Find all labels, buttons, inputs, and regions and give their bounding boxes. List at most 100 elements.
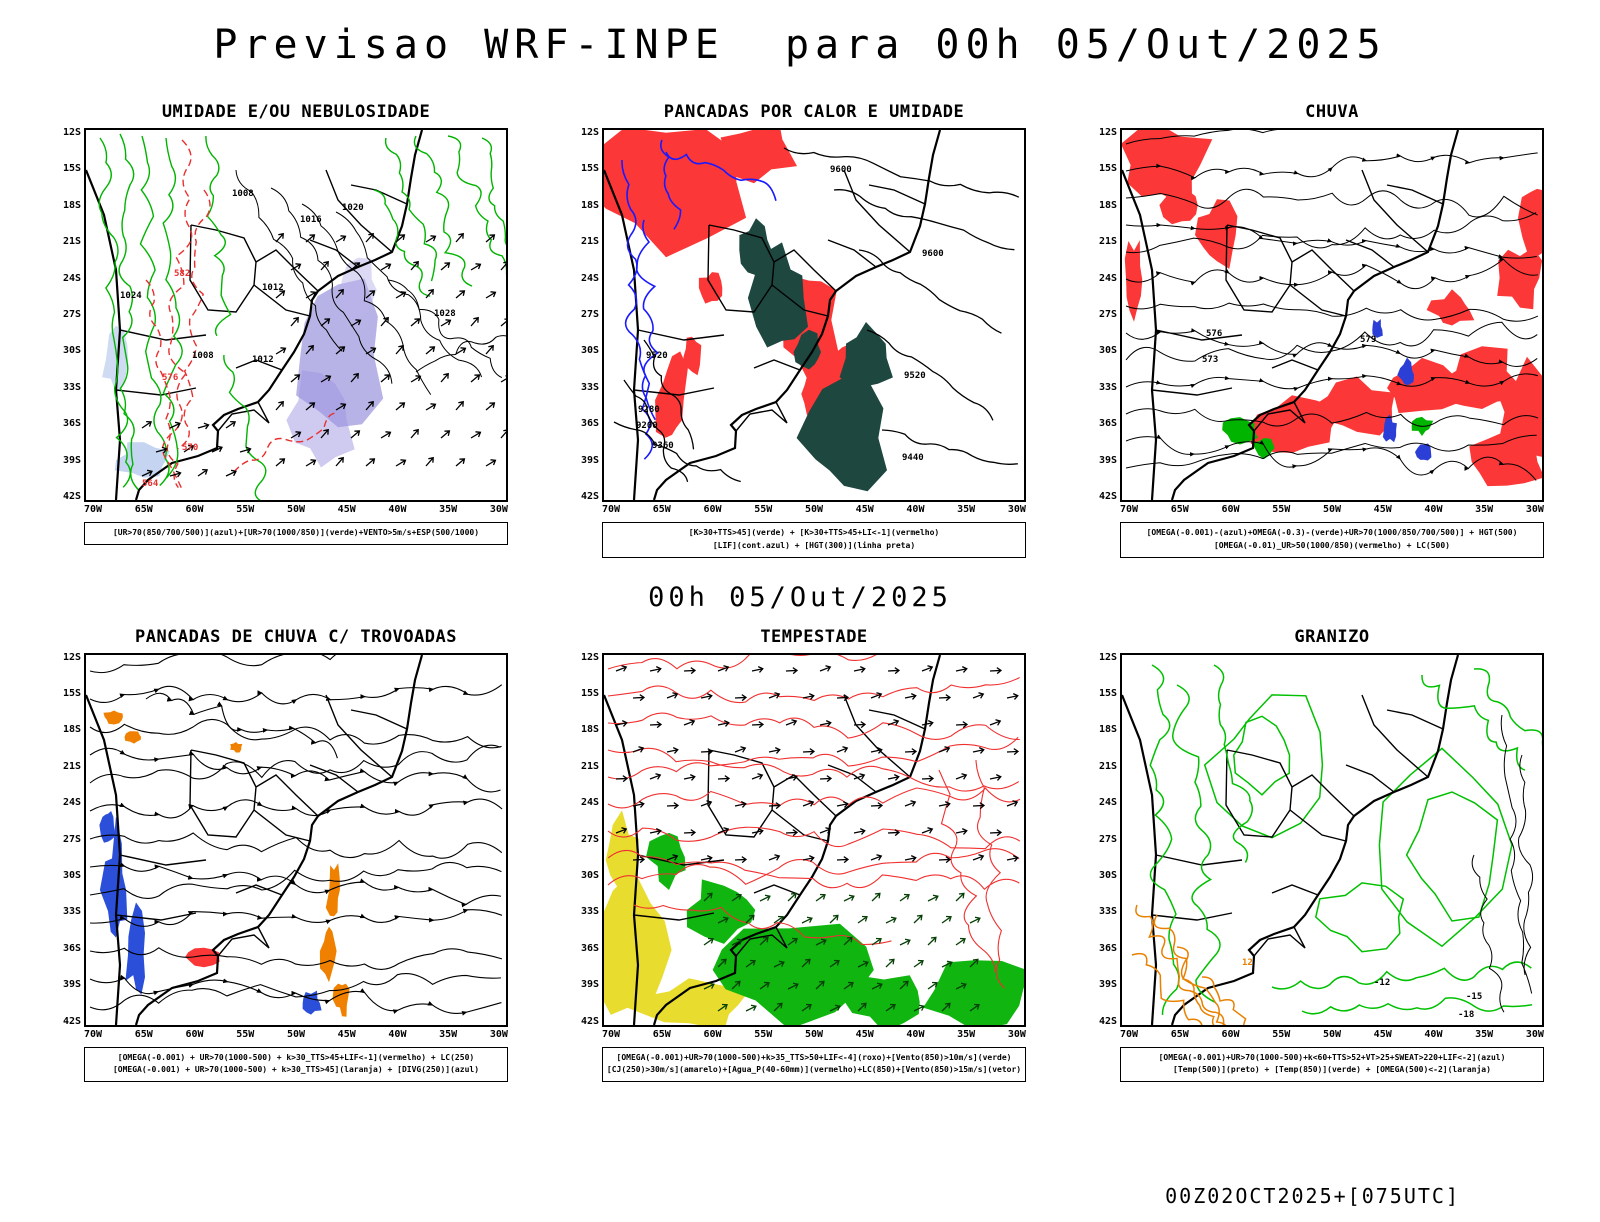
top-row: UMIDADE E/OU NEBULOSIDADE 12S 15S 18S 21S 24… (56, 102, 1544, 558)
wind-arrow-icon (665, 745, 680, 756)
lon-tick-label: 70W (84, 504, 103, 515)
panel-title: CHUVA (1305, 102, 1359, 122)
lat-tick-label: 33S (62, 381, 81, 393)
wind-arrow-icon (393, 399, 408, 413)
country-border (1225, 748, 1293, 838)
contour-line (607, 654, 1019, 670)
shaded-region (319, 926, 337, 982)
contour-label: -12 (1374, 978, 1390, 988)
wind-arrow-icon (758, 892, 772, 904)
panel-title: TEMPESTADE (760, 626, 868, 647)
contour-label: 12 (1242, 958, 1253, 968)
contour-line (1125, 256, 1539, 290)
lon-tick-label: 50W (804, 1028, 823, 1040)
country-border (1345, 763, 1395, 793)
legend-line: [CJ(250)>30m/s](amarelo)+[Agua_P(40-60mm… (606, 1065, 1022, 1075)
lat-tick-label: 36S (1098, 942, 1117, 954)
latitude-axis: 12S 15S 18S 21S 24S 27S 30S 33S 36S 39S 42S (56, 128, 84, 502)
lat-tick-label: 27S (62, 833, 81, 845)
wind-arrow-icon (378, 429, 393, 442)
lon-tick-label: 65W (134, 1028, 153, 1040)
wind-arrow-icon (716, 825, 730, 837)
country-border (868, 708, 926, 730)
lon-tick-label: 40W (388, 504, 407, 515)
contour-line (607, 826, 1021, 849)
contour-label: 1008 (232, 189, 254, 199)
lon-tick-label: 35W (1475, 1028, 1494, 1040)
country-border (637, 329, 725, 341)
shaded-region (605, 809, 639, 898)
contour-line (607, 847, 1020, 886)
contour-label: 1012 (262, 283, 284, 293)
wind-arrow-icon (483, 399, 498, 413)
shaded-region (698, 272, 723, 304)
shaded-region (125, 901, 145, 995)
wind-arrow-icon (273, 455, 288, 469)
longitude-axis: 70W 65W 60W 55W 50W 45W 40W 35W 30W (1120, 1029, 1544, 1040)
shaded-region (340, 257, 377, 323)
contour-line (89, 798, 503, 819)
contour-label: 570 (182, 443, 198, 453)
contour-line (415, 329, 506, 373)
legend-line: [LIF](cont.azul) + [HGT(300)](linha pret… (712, 540, 916, 550)
coastline (652, 130, 942, 500)
lat-tick-label: 27S (1098, 833, 1117, 845)
lat-tick-label: 39S (62, 454, 81, 466)
country-border (253, 284, 311, 317)
lon-tick-label: 65W (652, 504, 671, 515)
forecast-sheet: { "header": { "title": "Previsao WRF-INP… (0, 22, 1600, 1222)
wind-arrow-icon (1005, 853, 1020, 864)
contour-line (858, 249, 1002, 334)
panel-pancadas-calor: PANCADAS POR CALOR E UMIDADE 12S 15S 18S 21… (574, 102, 1026, 558)
wind-arrow-icon (498, 373, 506, 386)
wind-arrow-icon (972, 801, 985, 810)
contour-line (975, 759, 1006, 989)
wind-arrow-icon (954, 771, 968, 783)
wind-arrow-icon (408, 259, 422, 273)
country-border (843, 694, 911, 778)
wind-arrow-icon (920, 825, 934, 837)
wind-arrow-icon (700, 747, 713, 756)
wind-arrow-icon (836, 855, 849, 864)
contour-line (1125, 328, 1538, 367)
contour-label: 576 (162, 373, 178, 383)
wind-arrow-icon (468, 371, 483, 385)
contour-label: 9600 (922, 249, 944, 259)
country-border (771, 284, 829, 317)
shaded-regions (102, 257, 384, 478)
country-border (309, 239, 359, 268)
map-frame: 1008 1012 1016 1020 1028 1024 1008 1012 582 576 57… (84, 128, 508, 502)
map-frame: 9600 9600 9520 9440 9520 9280 9200 9360 (602, 128, 1026, 502)
lon-tick-label: 45W (855, 504, 874, 515)
country-border (1151, 387, 1233, 396)
shaded-region (1497, 247, 1542, 310)
shaded-region (230, 741, 243, 753)
map-canvas-trovoadas (86, 654, 503, 1025)
lon-tick-label: 55W (754, 1028, 773, 1040)
contour-line (1125, 222, 1537, 259)
contour-label: 573 (1202, 355, 1218, 365)
base-map (1122, 654, 1460, 1025)
wind-arrow-icon (988, 717, 1002, 729)
country-border (235, 359, 283, 371)
lon-tick-label: 30W (1525, 1028, 1544, 1040)
shaded-region (1195, 199, 1238, 269)
lat-tick-label: 15S (1098, 687, 1117, 699)
lat-tick-label: 15S (580, 163, 599, 175)
country-border (1271, 883, 1319, 896)
wind-arrow-icon (852, 771, 866, 783)
panel-granizo: GRANIZO 12S 15S 18S 21S 24S 27S 30S 33S 36S 39S 42… (1092, 627, 1544, 1083)
country-border (1155, 329, 1243, 341)
lat-tick-label: 39S (580, 454, 599, 466)
lon-tick-label: 50W (1322, 1028, 1341, 1040)
country-border (1386, 184, 1444, 205)
wind-arrow-icon (682, 772, 697, 783)
lon-tick-label: 60W (1221, 504, 1240, 515)
lon-tick-label: 55W (1272, 504, 1291, 515)
contour-line (1125, 188, 1538, 218)
wind-arrow-icon (423, 233, 438, 246)
contour-line (89, 683, 503, 705)
contour-line (607, 676, 1020, 703)
wind-arrow-icon (468, 315, 482, 329)
country-border (350, 184, 408, 205)
